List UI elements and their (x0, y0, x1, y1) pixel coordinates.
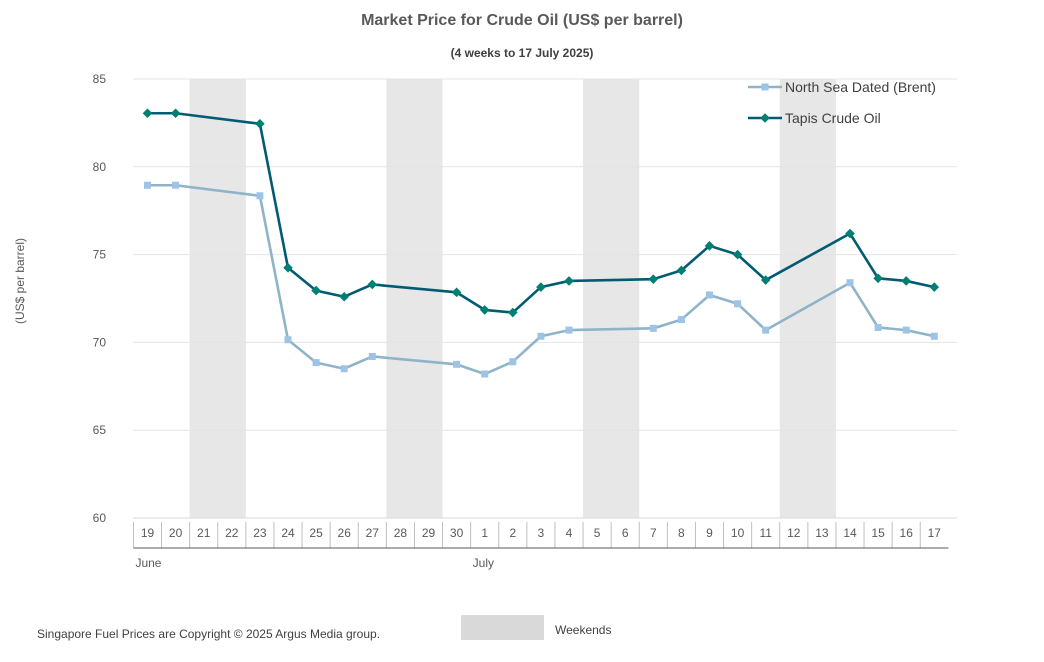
data-point (536, 282, 546, 292)
x-tick-label: 23 (253, 526, 267, 540)
weekend-band (583, 79, 640, 518)
data-point (930, 332, 938, 340)
data-point (479, 305, 490, 315)
x-tick-label: 28 (394, 526, 408, 540)
data-point (677, 316, 685, 324)
weekend-band (189, 79, 246, 518)
x-tick-label: 2 (509, 526, 516, 540)
x-tick-label: 21 (197, 526, 211, 540)
data-point (283, 262, 293, 273)
chart-title: Market Price for Crude Oil (US$ per barr… (361, 12, 683, 29)
data-point (368, 352, 376, 360)
y-axis-label: (US$ per barrel) (13, 238, 27, 324)
data-point (564, 276, 574, 286)
data-point (508, 307, 518, 318)
data-point (929, 282, 940, 292)
x-tick-label: 9 (706, 526, 713, 540)
weekend-band (779, 79, 836, 518)
x-tick-label: 8 (678, 526, 685, 540)
data-point (172, 181, 180, 189)
x-tick-label: 27 (366, 526, 380, 540)
y-tick-label: 70 (93, 335, 107, 349)
weekend-band (386, 79, 443, 518)
y-tick-label: 80 (93, 160, 107, 174)
data-point (142, 108, 153, 119)
data-point (706, 291, 713, 299)
x-tick-label: 19 (141, 526, 155, 540)
data-point (649, 324, 657, 332)
data-point (902, 326, 910, 334)
data-point (367, 279, 378, 290)
data-point (255, 118, 265, 129)
data-point (845, 228, 855, 239)
x-tick-label: 29 (422, 526, 436, 540)
x-tick-label: 10 (731, 526, 745, 540)
data-point (311, 285, 321, 296)
x-tick-label: 7 (650, 526, 657, 540)
data-point (565, 326, 573, 334)
data-point (537, 332, 545, 340)
x-tick-label: 3 (538, 526, 545, 540)
data-point (648, 274, 659, 284)
x-tick-label: 30 (450, 526, 464, 540)
data-point (509, 358, 517, 366)
legend-marker (760, 113, 770, 123)
data-point (732, 249, 743, 260)
data-point (874, 323, 882, 331)
legend-label: Tapis Crude Oil (785, 110, 881, 126)
x-tick-label: 14 (843, 526, 857, 540)
weekends-legend-swatch (461, 615, 544, 640)
x-tick-label: 20 (169, 526, 183, 540)
data-point (676, 265, 687, 276)
data-point (339, 291, 349, 302)
x-tick-label: 5 (594, 526, 601, 540)
legend-marker (761, 83, 769, 91)
y-tick-label: 65 (93, 423, 107, 437)
data-point (144, 181, 151, 189)
x-tick-label: 6 (622, 526, 629, 540)
data-point (312, 359, 320, 367)
data-point (256, 192, 264, 200)
x-tick-label: 4 (566, 526, 573, 540)
data-point (762, 326, 770, 334)
y-tick-label: 75 (93, 248, 107, 262)
x-tick-label: 15 (871, 526, 885, 540)
x-tick-label: 22 (225, 526, 239, 540)
data-point (873, 273, 883, 284)
x-tick-label: 25 (309, 526, 323, 540)
x-tick-label: 26 (338, 526, 352, 540)
x-tick-label: 12 (787, 526, 801, 540)
legend-label: North Sea Dated (Brent) (785, 79, 936, 95)
x-tick-label: 11 (759, 526, 772, 540)
y-tick-label: 85 (93, 72, 107, 86)
data-point (170, 108, 181, 119)
x-tick-label: 16 (900, 526, 914, 540)
data-point (481, 370, 489, 378)
data-point (451, 287, 462, 298)
x-tick-label: 17 (928, 526, 942, 540)
data-point (453, 360, 461, 368)
data-point (846, 279, 854, 287)
data-point (901, 276, 911, 286)
x-tick-label: 24 (281, 526, 295, 540)
data-point (284, 336, 292, 344)
x-tick-label: 1 (481, 526, 488, 540)
data-point (340, 365, 348, 373)
data-point (704, 241, 715, 251)
copyright-notice: Singapore Fuel Prices are Copyright © 20… (37, 627, 381, 641)
data-point (734, 300, 742, 308)
month-label: July (473, 556, 494, 570)
x-tick-label: 13 (815, 526, 829, 540)
month-label: June (135, 556, 161, 570)
weekends-legend-label: Weekends (555, 623, 612, 637)
data-point (760, 275, 771, 285)
y-tick-label: 60 (93, 511, 107, 525)
chart-subtitle: (4 weeks to 17 July 2025) (450, 46, 594, 60)
